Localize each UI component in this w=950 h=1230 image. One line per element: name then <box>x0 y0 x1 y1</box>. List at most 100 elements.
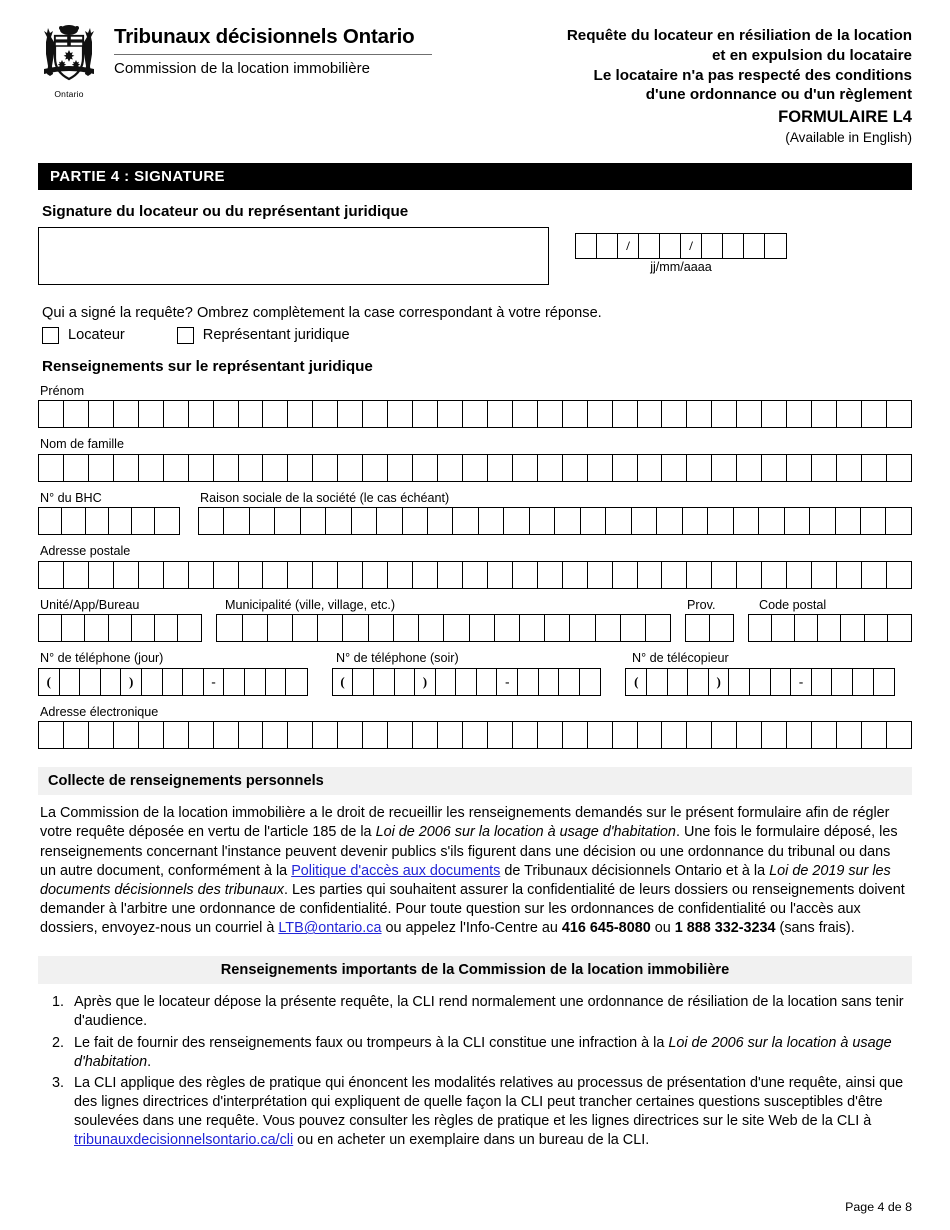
comb-cell[interactable] <box>488 722 513 749</box>
comb-cell[interactable] <box>214 454 239 481</box>
comb-cell[interactable] <box>363 561 389 588</box>
comb-cell[interactable] <box>832 668 853 695</box>
date-day-cell-1[interactable] <box>576 233 597 258</box>
comb-cell[interactable] <box>109 615 132 642</box>
comb-cell[interactable] <box>686 615 710 642</box>
comb-cell[interactable] <box>862 722 887 749</box>
signature-input[interactable] <box>38 226 549 285</box>
comb-cell[interactable] <box>139 722 164 749</box>
comb-cell[interactable] <box>538 561 563 588</box>
comb-cell[interactable] <box>155 508 178 534</box>
comb-cell[interactable] <box>163 668 184 695</box>
comb-cell[interactable] <box>712 401 738 428</box>
comb-cell[interactable] <box>89 722 114 749</box>
comb-cell[interactable] <box>217 615 243 642</box>
input-fax[interactable]: ( ) - <box>625 667 896 696</box>
input-postal-code[interactable] <box>747 614 912 643</box>
comb-cell[interactable] <box>638 454 663 481</box>
comb-cell[interactable] <box>263 561 289 588</box>
comb-cell[interactable] <box>313 454 339 481</box>
date-year-cell-3[interactable] <box>744 233 765 258</box>
comb-cell[interactable] <box>363 401 389 428</box>
comb-cell[interactable] <box>463 454 488 481</box>
comb-cell[interactable] <box>759 508 785 535</box>
comb-cell[interactable] <box>86 508 109 535</box>
comb-cell[interactable] <box>89 401 114 428</box>
comb-cell[interactable] <box>787 722 813 749</box>
comb-cell[interactable] <box>588 401 613 428</box>
comb-cell[interactable] <box>638 722 663 749</box>
comb-cell[interactable] <box>810 508 836 535</box>
comb-cell[interactable] <box>504 508 530 535</box>
comb-cell[interactable] <box>887 562 911 588</box>
comb-cell[interactable] <box>646 615 670 641</box>
comb-cell[interactable] <box>419 615 445 642</box>
comb-cell[interactable] <box>596 615 621 642</box>
comb-cell[interactable] <box>837 401 862 428</box>
comb-cell[interactable] <box>338 401 364 428</box>
comb-cell[interactable] <box>313 722 339 749</box>
input-last-name[interactable] <box>38 453 912 482</box>
comb-cell[interactable] <box>865 615 888 642</box>
comb-cell[interactable] <box>89 454 114 481</box>
comb-cell[interactable] <box>64 401 89 428</box>
comb-cell[interactable] <box>841 615 865 642</box>
comb-cell[interactable] <box>214 401 239 428</box>
comb-cell[interactable] <box>164 561 189 588</box>
comb-cell[interactable] <box>662 401 688 428</box>
date-month-cell-1[interactable] <box>639 233 660 258</box>
comb-cell[interactable] <box>183 668 204 695</box>
comb-cell[interactable] <box>606 508 632 535</box>
comb-cell[interactable] <box>64 454 89 481</box>
input-municipality[interactable] <box>216 614 672 643</box>
comb-cell[interactable] <box>377 508 403 535</box>
comb-cell[interactable] <box>887 401 911 427</box>
comb-cell[interactable] <box>293 615 319 642</box>
comb-cell[interactable] <box>239 722 264 749</box>
comb-cell[interactable] <box>139 561 164 588</box>
comb-cell[interactable] <box>563 722 588 749</box>
comb-cell[interactable] <box>155 615 179 642</box>
comb-cell[interactable] <box>139 454 164 481</box>
comb-cell[interactable] <box>199 508 225 535</box>
comb-cell[interactable] <box>559 668 580 695</box>
comb-cell[interactable] <box>737 561 763 588</box>
comb-cell[interactable] <box>687 561 713 588</box>
input-unit[interactable] <box>38 614 203 643</box>
comb-cell[interactable] <box>164 454 189 481</box>
comb-cell[interactable] <box>64 722 89 749</box>
comb-cell[interactable] <box>737 454 763 481</box>
comb-cell[interactable] <box>734 508 760 535</box>
comb-cell[interactable] <box>687 722 713 749</box>
comb-cell[interactable] <box>343 615 369 642</box>
comb-cell[interactable] <box>436 668 457 695</box>
comb-cell[interactable] <box>114 401 139 428</box>
comb-cell[interactable] <box>142 668 163 695</box>
comb-cell[interactable] <box>837 722 862 749</box>
comb-cell[interactable] <box>588 722 613 749</box>
comb-cell[interactable] <box>513 401 538 428</box>
comb-cell[interactable] <box>737 722 763 749</box>
comb-cell[interactable] <box>263 722 289 749</box>
comb-cell[interactable] <box>288 561 314 588</box>
comb-cell[interactable] <box>338 722 364 749</box>
comb-cell[interactable] <box>266 668 287 695</box>
input-email[interactable] <box>38 721 912 750</box>
comb-cell[interactable] <box>394 615 420 642</box>
comb-cell[interactable] <box>60 668 81 695</box>
comb-cell[interactable] <box>456 668 477 695</box>
comb-cell[interactable] <box>588 561 613 588</box>
comb-cell[interactable] <box>555 508 581 535</box>
comb-cell[interactable] <box>513 454 538 481</box>
comb-cell[interactable] <box>662 454 688 481</box>
comb-cell[interactable] <box>787 561 813 588</box>
comb-cell[interactable] <box>318 615 344 642</box>
comb-cell[interactable] <box>477 668 498 695</box>
comb-cell[interactable] <box>662 722 688 749</box>
comb-cell[interactable] <box>772 615 796 642</box>
date-year-cell-1[interactable] <box>702 233 723 258</box>
comb-cell[interactable] <box>363 454 389 481</box>
comb-cell[interactable] <box>495 615 520 642</box>
comb-cell[interactable] <box>80 668 101 695</box>
comb-cell[interactable] <box>638 561 663 588</box>
